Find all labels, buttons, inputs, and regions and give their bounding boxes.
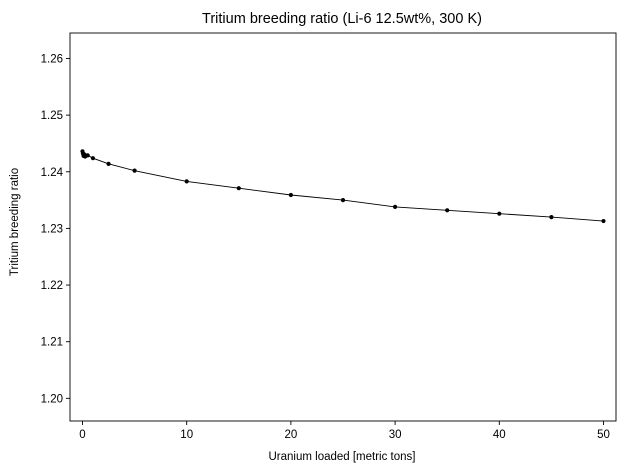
data-point — [445, 208, 450, 213]
x-tick-label: 40 — [493, 429, 506, 441]
x-axis-label: Uranium loaded [metric tons] — [268, 451, 415, 463]
y-axis-label: Tritium breeding ratio — [9, 168, 21, 276]
data-point — [184, 179, 189, 184]
data-point — [132, 168, 137, 173]
y-tick-label: 1.26 — [41, 53, 63, 65]
x-tick-label: 50 — [597, 429, 610, 441]
x-tick-label: 30 — [389, 429, 402, 441]
chart-title: Tritium breeding ratio (Li-6 12.5wt%, 30… — [202, 11, 482, 27]
data-point — [497, 211, 502, 216]
data-point — [236, 186, 241, 191]
data-point — [549, 214, 554, 220]
data-point — [340, 197, 346, 203]
y-tick-label: 1.20 — [41, 393, 63, 405]
y-tick-label: 1.25 — [41, 110, 63, 122]
y-tick-label: 1.24 — [41, 167, 64, 179]
data-point — [106, 161, 111, 166]
x-tick-label: 20 — [285, 429, 298, 441]
y-tick-label: 1.23 — [41, 223, 63, 235]
data-point — [90, 156, 96, 161]
x-tick-label: 0 — [79, 429, 85, 441]
data-point — [393, 204, 398, 209]
y-axis: 1.20 1.21 1.22 1.23 1.24 1.25 1.26 — [41, 53, 70, 405]
y-tick-label: 1.22 — [41, 280, 63, 292]
y-tick-label: 1.21 — [41, 337, 63, 349]
plot-frame — [69, 32, 617, 422]
plot-area — [69, 32, 617, 422]
data-point — [85, 153, 90, 158]
series-line — [82, 151, 604, 222]
data-point — [288, 192, 293, 198]
x-tick-label: 10 — [180, 429, 193, 441]
data-point — [601, 218, 606, 224]
x-axis: 0 10 20 30 40 50 — [79, 421, 610, 441]
